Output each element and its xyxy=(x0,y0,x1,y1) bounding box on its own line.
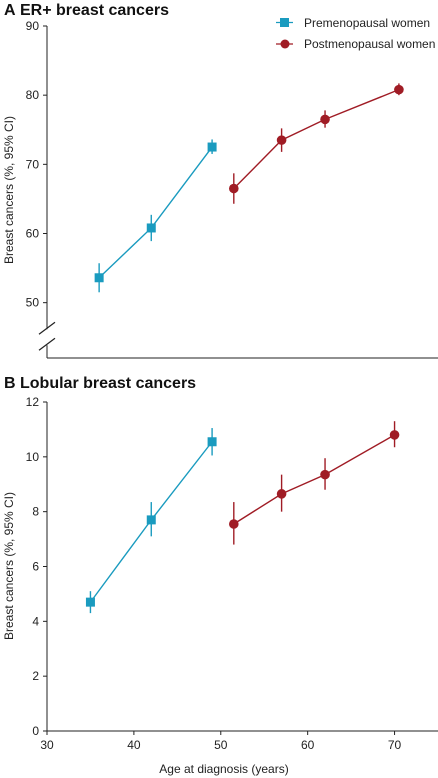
panel-a-data-point-premenopausal xyxy=(94,273,104,283)
panel-a-axis-break-mark xyxy=(38,337,56,351)
panel-a-data-point-postmenopausal xyxy=(276,135,287,145)
panel-b-x-tick-label: 50 xyxy=(214,738,228,752)
panel-a-marks xyxy=(94,83,404,293)
panel-a-data-point-postmenopausal xyxy=(394,84,404,95)
panel-a-axis-break-mark xyxy=(38,321,56,335)
panel-b: B Lobular breast cancers Breast cancers … xyxy=(2,375,438,776)
panel-b-y-axis-title: Breast cancers (%, 95% CI) xyxy=(2,492,16,640)
panel-b-data-point-premenopausal xyxy=(207,437,217,447)
panel-a: A ER+ breast cancers Breast cancers (%, … xyxy=(2,2,438,359)
panel-a-y-tick-label: 80 xyxy=(26,88,40,102)
panel-b-y-tick-label: 0 xyxy=(32,724,39,738)
panel-b-y-tick-label: 12 xyxy=(26,395,40,409)
panel-b-data-point-postmenopausal xyxy=(229,519,239,529)
panel-b-data-point-postmenopausal xyxy=(276,489,287,499)
panel-a-axes: 50 60 70 80 90 xyxy=(26,19,438,359)
panel-a-data-point-postmenopausal xyxy=(320,114,330,125)
panel-a-y-tick-label: 60 xyxy=(26,227,40,241)
panel-b-series-line-postmenopausal xyxy=(233,434,395,525)
panel-a-data-point-postmenopausal xyxy=(229,183,239,194)
panel-a-letter: A xyxy=(4,2,16,19)
panel-a-series-line-premenopausal xyxy=(98,146,213,279)
panel-a-title: ER+ breast cancers xyxy=(20,2,169,19)
panel-a-y-tick-label: 90 xyxy=(26,19,40,33)
panel-b-marks xyxy=(85,421,400,614)
panel-b-axes: 0 2 4 6 8 10 12 30 40 50 60 70 xyxy=(26,395,438,752)
panel-a-data-point-premenopausal xyxy=(207,142,217,152)
legend-label-postmenopausal: Postmenopausal women xyxy=(304,37,435,51)
panel-b-data-point-postmenopausal xyxy=(320,469,330,480)
panel-b-x-tick-label: 70 xyxy=(388,738,402,752)
x-axis-title: Age at diagnosis (years) xyxy=(159,762,288,776)
panel-b-x-tick-label: 40 xyxy=(127,738,141,752)
panel-b-y-tick-label: 2 xyxy=(32,669,39,683)
panel-b-y-tick-label: 6 xyxy=(32,560,39,574)
panel-a-data-point-premenopausal xyxy=(146,223,156,233)
panel-b-y-tick-label: 4 xyxy=(32,614,39,628)
panel-b-data-point-premenopausal xyxy=(85,597,95,607)
panel-b-letter: B xyxy=(4,375,16,392)
panel-b-x-tick-label: 60 xyxy=(301,738,315,752)
panel-a-y-tick-label: 70 xyxy=(26,157,40,171)
panel-b-data-point-premenopausal xyxy=(146,515,156,525)
panel-b-y-tick-label: 10 xyxy=(26,450,40,464)
legend-label-premenopausal: Premenopausal women xyxy=(304,16,430,30)
legend: Premenopausal women Postmenopausal women xyxy=(276,16,435,51)
panel-b-x-tick-label: 30 xyxy=(40,738,54,752)
panel-b-title: Lobular breast cancers xyxy=(20,375,196,392)
panel-a-series-line-postmenopausal xyxy=(233,88,400,190)
panel-a-y-axis-title: Breast cancers (%, 95% CI) xyxy=(2,116,16,264)
panel-b-data-point-postmenopausal xyxy=(389,430,400,440)
panel-a-y-tick-label: 50 xyxy=(26,296,40,310)
panel-b-y-tick-label: 8 xyxy=(32,505,39,519)
